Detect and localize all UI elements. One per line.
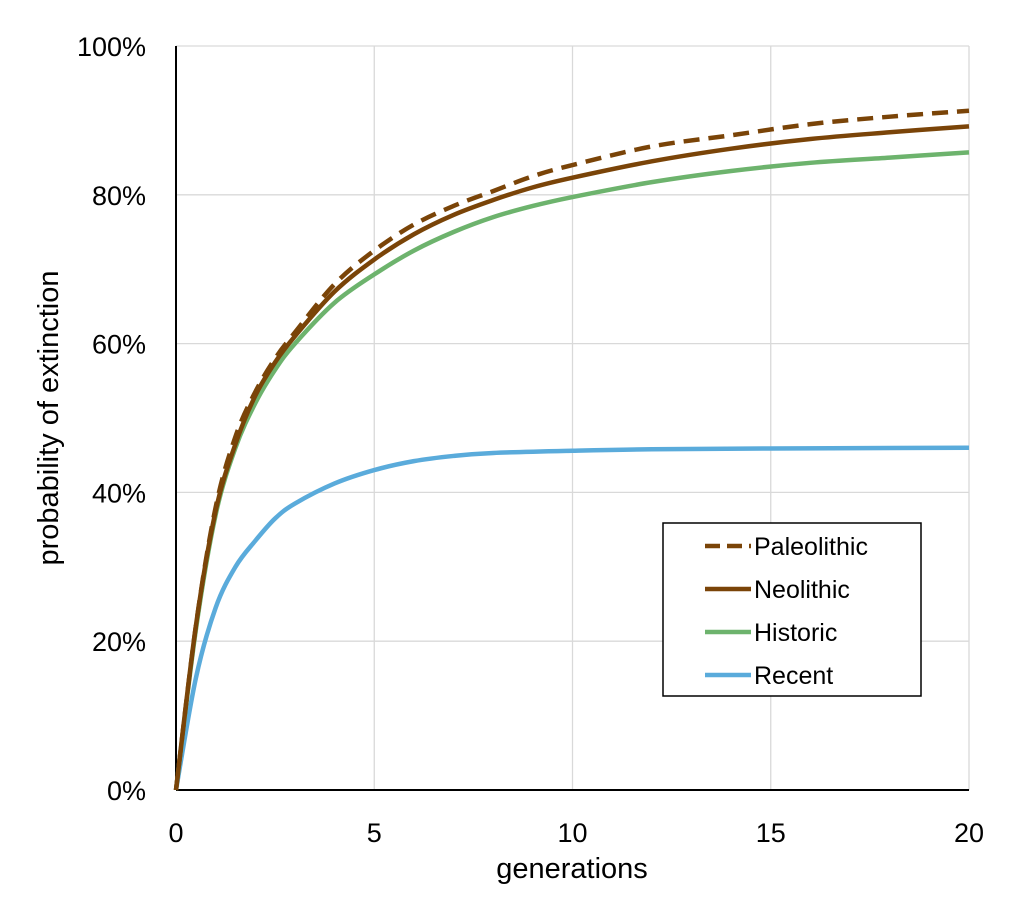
- y-tick-label: 0%: [107, 776, 146, 806]
- tick-labels: 0% 20% 40% 60% 80% 100% 0 5 10 15 20: [77, 32, 984, 848]
- legend-label-neolithic: Neolithic: [754, 576, 850, 604]
- legend-label-paleolithic: Paleolithic: [754, 533, 868, 561]
- x-tick-label: 0: [168, 818, 183, 848]
- y-tick-label: 80%: [92, 181, 146, 211]
- series-lines: [173, 108, 970, 791]
- y-tick-label: 20%: [92, 627, 146, 657]
- series-line-recent: [173, 445, 970, 791]
- x-axis-title: generations: [496, 853, 648, 885]
- legend-label-recent: Recent: [754, 662, 833, 690]
- x-tick-label: 5: [367, 818, 382, 848]
- legend-box: [662, 522, 922, 697]
- legend-label-historic: Historic: [754, 619, 837, 647]
- legend: Paleolithic Neolithic Historic Recent: [662, 522, 922, 697]
- y-tick-label: 40%: [92, 478, 146, 508]
- y-tick-label: 100%: [77, 32, 146, 62]
- series-line-paleolithic: [173, 108, 970, 791]
- y-axis-title: probability of extinction: [33, 271, 65, 566]
- y-tick-label: 60%: [92, 330, 146, 360]
- x-tick-label: 20: [954, 818, 984, 848]
- x-tick-label: 15: [756, 818, 786, 848]
- x-tick-label: 10: [557, 818, 587, 848]
- axes: [175, 46, 969, 791]
